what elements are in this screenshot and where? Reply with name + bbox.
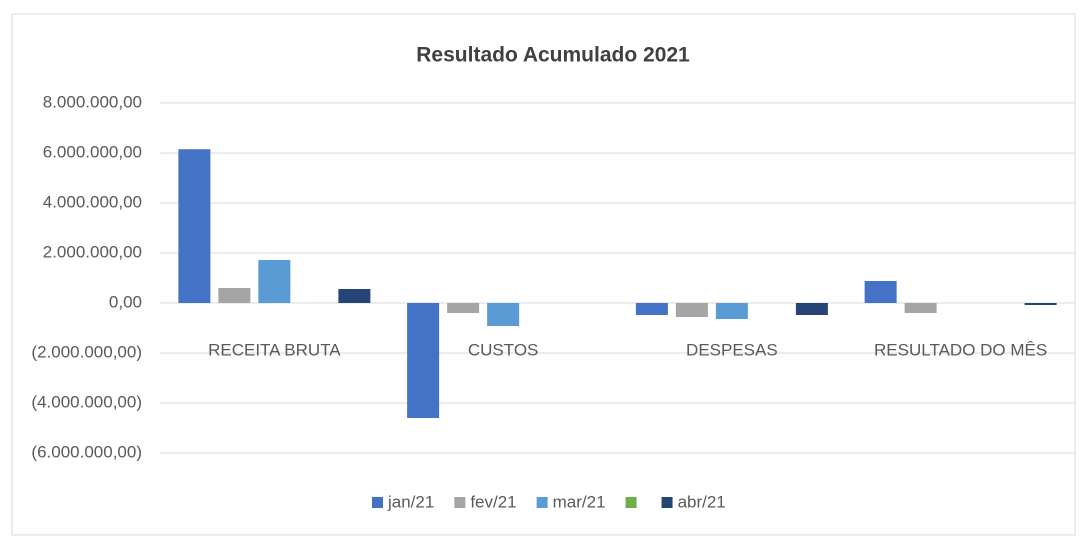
y-tick-label: (2.000.000,00): [31, 342, 142, 361]
bar: [715, 303, 748, 319]
legend-swatch: [661, 497, 673, 508]
bar: [447, 303, 480, 313]
bar: [1024, 303, 1057, 305]
legend-swatch: [625, 497, 637, 508]
bar: [904, 303, 937, 313]
y-tick-label: 0,00: [109, 292, 142, 311]
y-tick-label: 8.000.000,00: [43, 92, 142, 111]
chart-frame: [11, 13, 1076, 536]
bar: [407, 303, 440, 418]
bar: [675, 303, 708, 317]
legend-swatch: [454, 497, 466, 508]
y-tick-label: 4.000.000,00: [43, 192, 142, 211]
bar: [338, 289, 371, 303]
x-tick-label: RESULTADO DO MÊS: [874, 340, 1047, 359]
bar: [178, 149, 211, 303]
y-tick-label: (4.000.000,00): [31, 392, 142, 411]
legend-label: mar/21: [553, 492, 606, 511]
bar: [487, 303, 520, 326]
bar: [864, 281, 897, 303]
legend-label: abr/21: [678, 492, 726, 511]
legend-label: jan/21: [387, 492, 434, 511]
x-tick-label: DESPESAS: [686, 340, 778, 359]
bar: [258, 260, 291, 303]
chart-title: Resultado Acumulado 2021: [416, 44, 690, 67]
x-tick-label: CUSTOS: [468, 340, 539, 359]
x-tick-label: RECEITA BRUTA: [208, 340, 341, 359]
y-tick-label: 2.000.000,00: [43, 242, 142, 261]
legend-swatch: [372, 497, 383, 508]
legend-label: fev/21: [470, 492, 516, 511]
legend-swatch: [536, 497, 548, 508]
bar: [635, 303, 668, 315]
bar: [218, 288, 251, 303]
y-tick-label: (6.000.000,00): [31, 442, 142, 461]
y-tick-label: 6.000.000,00: [43, 142, 142, 161]
bar: [795, 303, 828, 315]
